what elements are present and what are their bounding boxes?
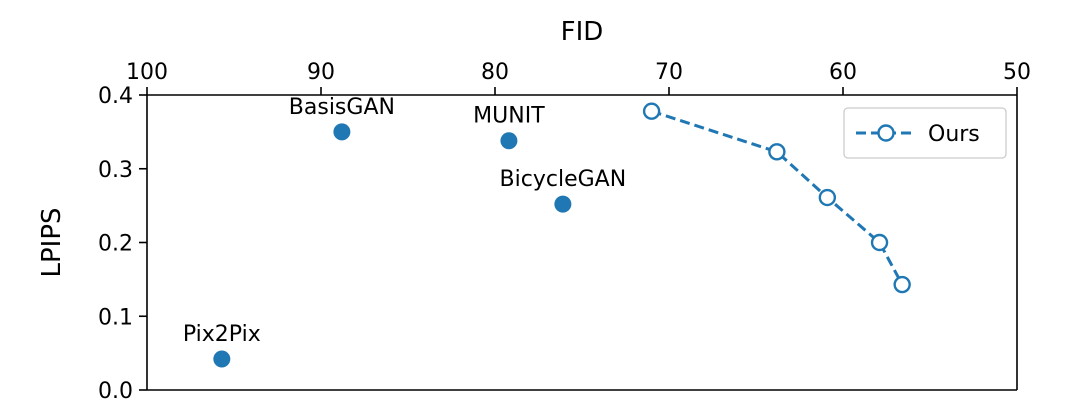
legend: Ours [843,107,1007,159]
labels-layer: Pix2Pix BasisGAN MUNIT BicycleGAN [183,95,626,347]
y-tick-label: 0.3 [98,158,133,183]
x-tick-label: 60 [829,60,857,85]
baseline-point [213,350,231,368]
point-label: BicycleGAN [500,167,627,192]
series-point [893,275,911,294]
x-tick-label: 80 [481,60,509,85]
x-tick-label: 70 [655,60,683,85]
point-label: BasisGAN [289,95,395,120]
y-axis-label: LPIPS [37,207,67,277]
axes-layer: 100 90 80 70 60 50 0.0 0.1 0.2 0.3 0.4 FID LPIPS [37,17,1031,404]
y-tick-label: 0.1 [98,305,133,330]
points-layer [213,123,572,368]
point-label: MUNIT [473,104,545,129]
x-axis-label: FID [561,17,604,47]
x-tick-label: 100 [126,60,168,85]
point-label: Pix2Pix [183,322,261,347]
baseline-point [333,123,351,141]
legend-box [843,107,1007,159]
x-tick-label: 90 [307,60,335,85]
baseline-point [500,132,518,150]
series-point [870,233,889,252]
y-tick-label: 0.4 [98,84,133,109]
series-point [768,143,786,161]
y-tick-label: 0.0 [98,379,133,404]
legend-label: Ours [928,122,980,147]
y-tick-label: 0.2 [98,232,133,257]
series-layer [642,102,911,294]
x-tick-label: 50 [1003,60,1031,85]
series-point [642,102,661,120]
baseline-point [554,195,572,213]
legend-marker [877,124,895,142]
series-point [818,188,837,207]
